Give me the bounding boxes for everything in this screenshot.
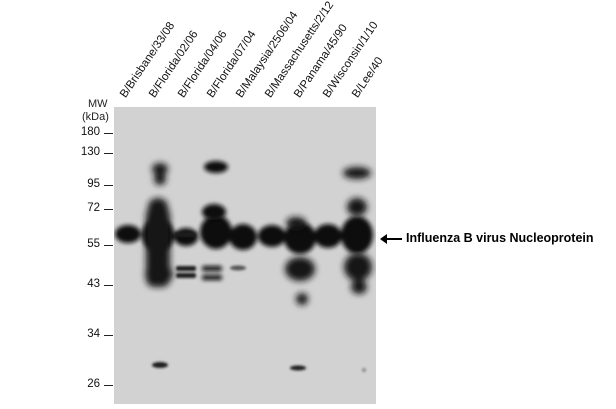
western-blot-image xyxy=(114,107,376,404)
mw-tick-180 xyxy=(104,133,113,134)
annotation-label: Influenza B virus Nucleoprotein xyxy=(406,231,594,245)
mw-label-180: 180 xyxy=(80,126,100,138)
mw-tick-34 xyxy=(104,335,113,336)
mw-label-43: 43 xyxy=(87,278,100,290)
mw-tick-55 xyxy=(104,245,113,246)
mw-label-34: 34 xyxy=(87,328,100,340)
mw-label-95: 95 xyxy=(87,178,100,190)
mw-tick-95 xyxy=(104,185,113,186)
mw-tick-72 xyxy=(104,209,113,210)
mw-label-72: 72 xyxy=(87,202,100,214)
band-annotation: Influenza B virus Nucleoprotein xyxy=(380,231,594,245)
mw-label-130: 130 xyxy=(80,146,100,158)
mw-unit: (kDa) xyxy=(82,111,109,123)
left-arrow-icon xyxy=(380,233,402,244)
mw-tick-43 xyxy=(104,285,113,286)
mw-title: MW xyxy=(88,98,108,110)
blot-bands xyxy=(114,107,376,404)
mw-tick-26 xyxy=(104,385,113,386)
mw-tick-130 xyxy=(104,153,113,154)
mw-label-55: 55 xyxy=(87,238,100,250)
mw-label-26: 26 xyxy=(87,378,100,390)
